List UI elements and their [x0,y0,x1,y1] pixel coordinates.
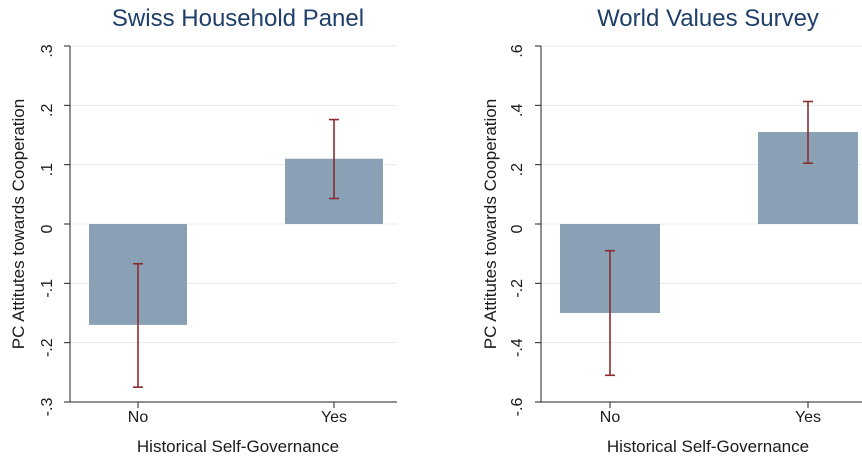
y-tick-label: 0 [509,224,526,233]
x-tick-label: Yes [795,409,821,426]
y-tick-label: -.1 [39,279,56,298]
panel-title: Swiss Household Panel [112,5,364,32]
y-tick-label: -.2 [39,338,56,357]
x-tick-label: No [600,409,621,426]
y-tick-label: .6 [509,44,526,57]
y-tick-label: .4 [509,104,526,117]
y-tick-label: .2 [39,104,56,117]
y-tick-label: .3 [39,44,56,57]
x-axis-label: Historical Self-Governance [137,437,339,456]
y-axis-label: PC Attitutes towards Cooperation [9,99,28,349]
plot-area: -.3 -.2 -.1 0 .1 .2 .3 No Yes [39,44,397,426]
x-axis-label: Historical Self-Governance [607,437,809,456]
y-tick-label: .1 [39,163,56,176]
panel-world-values: World Values Survey Historical Self-Gove… [481,5,862,456]
x-tick-label: No [128,409,149,426]
y-tick-label: .2 [509,163,526,176]
panel-swiss-household: Swiss Household Panel Historical Self-Go… [9,5,397,456]
y-tick-label: 0 [39,224,56,233]
plot-area: -.6 -.4 -.2 0 .2 .4 .6 No Yes [509,44,862,426]
x-tick-label: Yes [321,409,347,426]
y-tick-label: -.6 [509,398,526,417]
panel-title: World Values Survey [597,5,819,32]
y-axis-label: PC Attitutes towards Cooperation [481,99,500,349]
y-tick-label: -.2 [509,279,526,298]
y-tick-label: -.3 [39,398,56,417]
y-tick-label: -.4 [509,338,526,357]
